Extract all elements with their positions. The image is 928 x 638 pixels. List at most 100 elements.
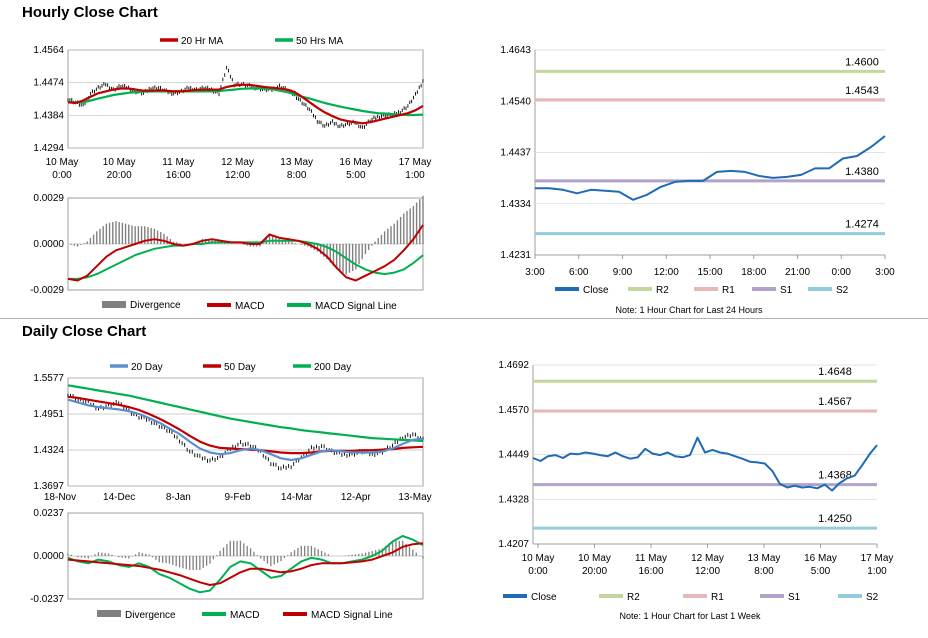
hourly-macd-ytick: -0.0029	[30, 285, 64, 296]
hourly-macd-legend-divergence-label: Divergence	[130, 300, 181, 311]
daily-section-title: Daily Close Chart	[22, 323, 147, 340]
daily-macd-legend-signal-label: MACD Signal Line	[311, 610, 393, 621]
daily-macd-legend-divergence-swatch	[97, 610, 121, 617]
daily-macd-line	[67, 535, 424, 594]
daily-legend-50day-label: 50 Day	[224, 362, 256, 373]
hourly-levels-ytick: 1.4334	[500, 199, 531, 210]
hourly-levels-legend-s1-label: S1	[780, 285, 793, 296]
hourly-price-xtick: 12:00	[225, 170, 250, 181]
daily-levels-xtick: 10 May	[578, 553, 611, 564]
hourly-levels-legend-close-label: Close	[583, 285, 609, 296]
daily-levels-legend-r2-label: R2	[627, 592, 640, 603]
hourly-price-xtick: 11 May	[162, 157, 194, 168]
daily-price-xtick: 9-Feb	[224, 492, 251, 503]
daily-macd-ytick: 0.0237	[33, 508, 64, 519]
daily-levels-xtick: 5:00	[811, 566, 831, 577]
hourly-price-xtick: 10 May	[46, 157, 79, 168]
daily-levels-r2-value: 1.4648	[818, 366, 852, 378]
hourly-levels-r2-value: 1.4600	[845, 56, 879, 68]
hourly-levels-xtick: 9:00	[613, 267, 633, 278]
hourly-levels-xtick: 15:00	[697, 267, 722, 278]
daily-legend-20day-label: 20 Day	[131, 362, 163, 373]
section-divider	[0, 318, 928, 319]
daily-legend-200day-label: 200 Day	[314, 362, 351, 373]
hourly-price-ytick: 1.4384	[33, 110, 64, 121]
daily-levels-legend-r1-label: R1	[711, 592, 724, 603]
hourly-levels-note: Note: 1 Hour Chart for Last 24 Hours	[615, 305, 763, 315]
hourly-macd-legend-divergence-swatch	[102, 301, 126, 308]
daily-levels-ytick: 1.4328	[498, 494, 529, 505]
daily-levels-xtick: 16 May	[804, 553, 837, 564]
daily-levels-ytick: 1.4570	[498, 405, 529, 416]
daily-levels-ytick: 1.4207	[498, 539, 529, 550]
hourly-levels-xtick: 6:00	[569, 267, 589, 278]
daily-levels-s2-value: 1.4250	[818, 513, 852, 525]
daily-price-xtick: 12-Apr	[341, 492, 372, 503]
hourly-price-xtick: 12 May	[221, 157, 254, 168]
hourly-levels-ytick: 1.4231	[500, 250, 531, 261]
daily-levels-ytick: 1.4449	[498, 450, 529, 461]
daily-price-ytick: 1.4951	[33, 409, 64, 420]
hourly-macd-legend-signal-label: MACD Signal Line	[315, 301, 397, 312]
hourly-levels-xtick: 3:00	[525, 267, 545, 278]
hourly-levels-xtick: 21:00	[785, 267, 810, 278]
hourly-levels-ytick: 1.4643	[500, 45, 531, 56]
hourly-levels-close-line	[535, 135, 886, 201]
hourly-price-xtick: 1:00	[405, 170, 425, 181]
hourly-levels-legend-r2-label: R2	[656, 285, 669, 296]
hourly-levels-ytick: 1.4540	[500, 96, 531, 107]
hourly-price-xtick: 0:00	[52, 170, 72, 181]
hourly-price-xtick: 17 May	[399, 157, 432, 168]
hourly-price-xtick: 16:00	[166, 170, 191, 181]
daily-price-xtick: 14-Mar	[281, 492, 313, 503]
hourly-price-xtick: 20:00	[107, 170, 132, 181]
hourly-levels-s2-value: 1.4274	[845, 219, 879, 231]
hourly-price-20ma-line	[67, 83, 424, 125]
hourly-levels-xtick: 18:00	[741, 267, 766, 278]
daily-levels-xtick: 12:00	[695, 566, 720, 577]
hourly-levels-legend-s2-label: S2	[836, 285, 849, 296]
daily-levels-legend-s1-label: S1	[788, 592, 801, 603]
hourly-price-ytick: 1.4474	[33, 78, 64, 89]
hourly-price-50ma-line	[68, 87, 424, 117]
hourly-price-frame	[67, 49, 424, 149]
hourly-levels-s1-value: 1.4380	[845, 166, 879, 178]
daily-levels-xtick: 20:00	[582, 566, 607, 577]
hourly-legend-50ma-label: 50 Hrs MA	[296, 36, 344, 47]
hourly-macd-legend-macd-label: MACD	[235, 301, 264, 312]
daily-price-xtick: 8-Jan	[166, 492, 191, 503]
daily-levels-xtick: 12 May	[691, 553, 724, 564]
daily-levels-r1-value: 1.4567	[818, 396, 852, 408]
hourly-macd-ytick: 0.0000	[33, 239, 64, 250]
daily-macd-ytick: -0.0237	[30, 594, 64, 605]
daily-macd-legend-macd-label: MACD	[230, 610, 259, 621]
hourly-macd-line	[67, 224, 424, 282]
daily-price-ytick: 1.3697	[33, 481, 64, 492]
daily-levels-xtick: 10 May	[522, 553, 555, 564]
hourly-price-xtick: 8:00	[287, 170, 307, 181]
daily-macd-ytick: 0.0000	[33, 551, 64, 562]
hourly-price-xtick: 5:00	[346, 170, 366, 181]
hourly-price-xtick: 10 May	[103, 157, 136, 168]
daily-price-ytick: 1.4324	[33, 445, 64, 456]
hourly-price-xtick: 13 May	[280, 157, 313, 168]
hourly-levels-legend-r1-label: R1	[722, 285, 735, 296]
daily-levels-xtick: 8:00	[754, 566, 774, 577]
hourly-levels-ytick: 1.4437	[500, 148, 531, 159]
hourly-price-ytick: 1.4294	[33, 143, 64, 154]
daily-levels-xtick: 16:00	[638, 566, 663, 577]
hourly-macd-ytick: 0.0029	[33, 193, 64, 204]
daily-levels-close-line	[532, 436, 878, 492]
hourly-section-title: Hourly Close Chart	[22, 4, 158, 21]
daily-levels-note: Note: 1 Hour Chart for Last 1 Week	[620, 611, 761, 621]
daily-levels-xtick: 17 May	[861, 553, 894, 564]
hourly-price-xtick: 16 May	[339, 157, 372, 168]
daily-macd-legend-divergence-label: Divergence	[125, 610, 176, 621]
daily-price-200day-line	[67, 384, 424, 443]
hourly-legend-20ma-label: 20 Hr MA	[181, 36, 224, 47]
daily-levels-xtick: 11 May	[635, 553, 667, 564]
daily-price-ytick: 1.5577	[33, 373, 64, 384]
daily-price-20day-line	[67, 398, 424, 462]
daily-levels-legend-close-label: Close	[531, 592, 557, 603]
hourly-price-ytick: 1.4564	[33, 45, 64, 56]
